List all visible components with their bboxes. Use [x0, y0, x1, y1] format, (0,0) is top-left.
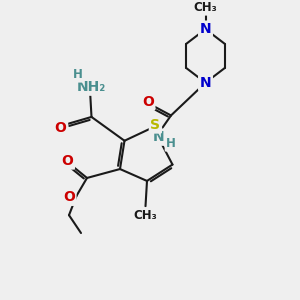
- Text: O: O: [61, 154, 74, 168]
- Text: O: O: [142, 95, 154, 109]
- Text: CH₃: CH₃: [134, 209, 158, 222]
- Text: O: O: [55, 121, 67, 135]
- Text: H: H: [166, 137, 176, 150]
- Text: S: S: [150, 118, 161, 132]
- Text: CH₃: CH₃: [194, 1, 218, 14]
- Text: NH₂: NH₂: [77, 80, 106, 94]
- Text: O: O: [63, 190, 75, 204]
- Text: H: H: [73, 68, 82, 81]
- Text: N: N: [153, 130, 165, 144]
- Text: N: N: [200, 76, 211, 90]
- Text: N: N: [200, 22, 211, 36]
